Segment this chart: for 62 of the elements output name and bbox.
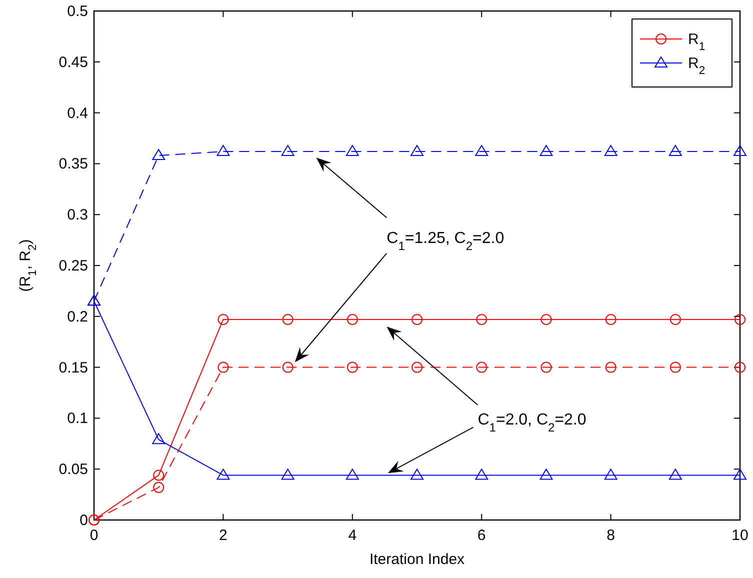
point [410, 144, 424, 156]
point [670, 314, 681, 325]
y-tick-label: 0.2 [67, 308, 88, 326]
point [282, 362, 294, 373]
x-tick-label: 0 [90, 527, 98, 544]
y-tick-label: 0.45 [58, 54, 88, 71]
annotation: C$_{1}$=1.25, C$_{2}$=2.0 [386, 230, 504, 254]
point [153, 470, 164, 481]
x-tick-label: 2 [219, 527, 228, 544]
y-tick-label: 0.05 [58, 461, 88, 478]
point [475, 468, 488, 480]
x-axis-title: Iteration Index [369, 551, 466, 568]
point [152, 149, 166, 160]
point [668, 144, 682, 156]
point [540, 362, 552, 373]
point [282, 314, 294, 325]
point [153, 482, 164, 493]
point [734, 362, 746, 373]
point [668, 468, 682, 480]
point [604, 468, 618, 480]
point [218, 362, 229, 373]
y-tick-label: 0.4 [67, 104, 88, 122]
x-tick-label: 10 [732, 527, 748, 544]
point [346, 362, 358, 373]
y-tick-label: 0.35 [58, 156, 88, 173]
point [540, 314, 552, 325]
x-tick-label: 8 [606, 527, 615, 544]
annotation: C$_{1}$=2.0, C$_{2}$=2.0 [478, 411, 586, 434]
point [475, 144, 488, 156]
point [216, 144, 230, 156]
legend-label: R$_{2}$ [688, 55, 706, 77]
point [152, 433, 166, 444]
x-tick-label: 6 [477, 527, 486, 544]
point [605, 362, 616, 373]
point [346, 468, 359, 480]
point [476, 362, 488, 373]
point [734, 468, 746, 480]
point [412, 314, 422, 325]
point [218, 314, 229, 325]
y-tick-label: 0.15 [58, 359, 88, 376]
point [281, 468, 294, 480]
point [670, 362, 681, 373]
point [540, 468, 553, 480]
point [605, 314, 616, 325]
y-tick-label: 0 [80, 512, 88, 529]
point [346, 314, 358, 325]
point [281, 144, 294, 156]
y-tick-label: 0.3 [67, 206, 88, 224]
point [410, 468, 424, 480]
point [476, 314, 488, 325]
point [734, 144, 746, 156]
legend-label: R$_{1}$ [688, 31, 706, 53]
y-tick-label: 0.1 [67, 410, 88, 428]
point [346, 144, 359, 156]
point [604, 144, 618, 156]
point [412, 362, 422, 373]
x-tick-label: 4 [348, 527, 357, 544]
point [734, 314, 746, 325]
point [216, 468, 230, 480]
point [540, 144, 553, 156]
y-tick-label: 0.25 [58, 258, 88, 274]
y-tick-label: 0.5 [67, 3, 88, 20]
